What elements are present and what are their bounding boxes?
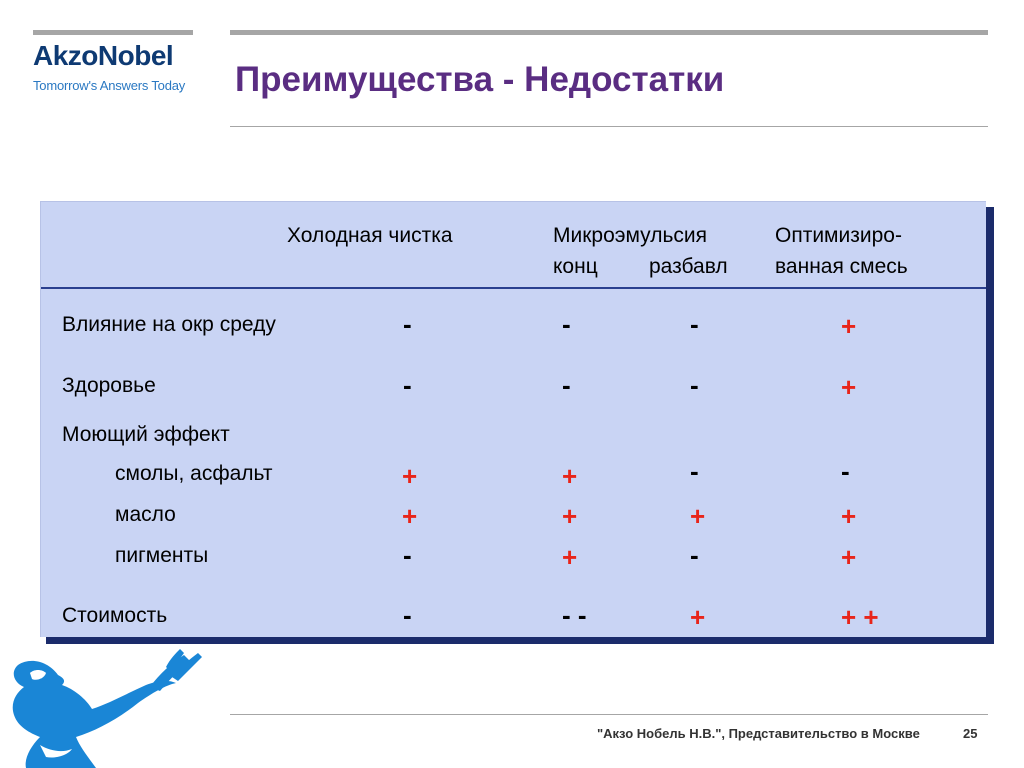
cell-cost-cold: - [403, 600, 412, 630]
cell-oil-concentrate: + [562, 501, 578, 531]
column-header-microemulsion: Микроэмульсия [553, 224, 707, 247]
row-label-resins-asphalt: смолы, асфальт [115, 462, 273, 485]
cell-health-diluted: - [690, 370, 699, 400]
footer-company: "Акзо Нобель Н.В.", Представительство в … [597, 726, 920, 741]
cell-health-concentrate: - [562, 370, 571, 400]
cell-oil-cold: + [402, 501, 418, 531]
title-top-bar [230, 30, 988, 35]
cell-pigment-diluted: - [690, 540, 699, 570]
cell-env-concentrate: - [562, 309, 571, 339]
brand-figure-icon [12, 649, 202, 768]
title-divider [230, 126, 988, 127]
row-label-health: Здоровье [62, 374, 156, 397]
column-header-optimized-line2: ванная смесь [775, 255, 908, 278]
row-label-oil: масло [115, 503, 176, 526]
logo-top-bar [33, 30, 193, 35]
header-separator [41, 287, 986, 289]
cell-cost-optimized: + + [841, 602, 879, 632]
cell-resin-optimized: - [841, 456, 850, 486]
brand-logo-tagline: Tomorrow's Answers Today [33, 78, 186, 93]
cell-env-optimized: + [841, 311, 857, 341]
cell-resin-concentrate: + [562, 461, 578, 491]
row-label-pigments: пигменты [115, 544, 209, 567]
column-header-cold-cleaning: Холодная чистка [287, 224, 453, 247]
row-label-cost: Стоимость [62, 604, 168, 627]
column-header-optimized-line1: Оптимизиро- [775, 224, 902, 247]
cell-health-cold: - [403, 370, 412, 400]
cell-resin-diluted: - [690, 456, 699, 486]
row-heading-washing-effect: Моющий эффект [62, 423, 230, 446]
cell-oil-optimized: + [841, 501, 857, 531]
cell-pigment-optimized: + [841, 542, 857, 572]
comparison-table: Холодная чистка Микроэмульсия конц разба… [40, 201, 986, 637]
cell-oil-diluted: + [690, 501, 706, 531]
column-subheader-diluted: разбавл [649, 255, 728, 278]
cell-cost-concentrate: - - [562, 600, 587, 630]
cell-pigment-cold: - [403, 540, 412, 570]
column-subheader-concentrate: конц [553, 255, 598, 278]
brand-logo-name: AkzoNobel [33, 40, 174, 71]
page-number: 25 [963, 726, 978, 741]
cell-health-optimized: + [841, 372, 857, 402]
cell-resin-cold: + [402, 461, 418, 491]
page-title: Преимущества - Недостатки [235, 60, 725, 99]
footer-divider [230, 714, 988, 715]
cell-env-diluted: - [690, 309, 699, 339]
cell-pigment-concentrate: + [562, 542, 578, 572]
cell-env-cold: - [403, 309, 412, 339]
row-label-environment: Влияние на окр среду [62, 313, 276, 336]
cell-cost-diluted: + [690, 602, 706, 632]
